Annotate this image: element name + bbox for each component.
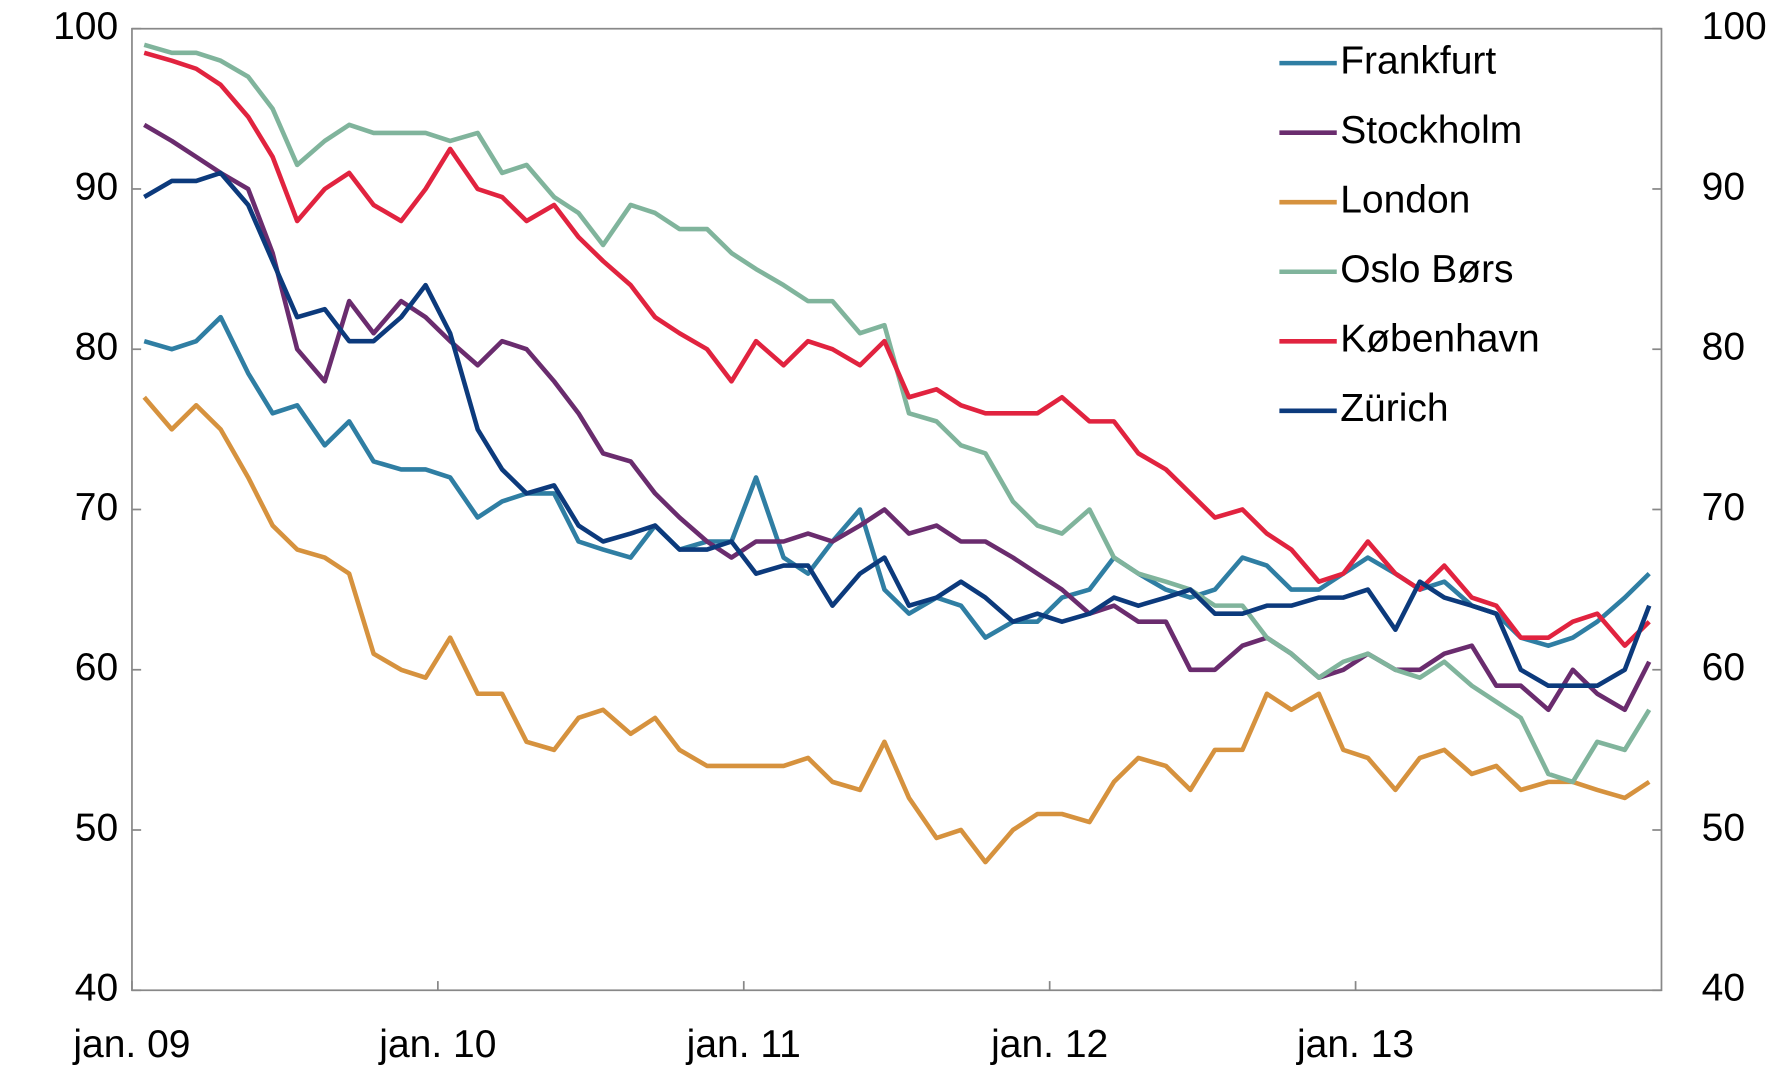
- y2-tick-label: 50: [1702, 806, 1745, 849]
- series-line: [143, 50, 1651, 648]
- series-line: [142, 395, 1651, 865]
- y-tick-label: 60: [75, 646, 118, 689]
- legend-label: Zürich: [1340, 387, 1448, 430]
- y2-tick-label: 70: [1702, 486, 1745, 529]
- plot-frame: [131, 27, 1663, 992]
- x-tick-label: jan. 12: [990, 1023, 1108, 1066]
- y2-tick-label: 60: [1702, 646, 1745, 689]
- y-tick-label: 70: [75, 486, 118, 529]
- series-line: [143, 170, 1652, 689]
- legend-label: København: [1340, 318, 1539, 361]
- y-tick-label: 40: [75, 967, 118, 1010]
- y-tick-label: 90: [75, 165, 118, 208]
- x-tick-label: jan. 11: [686, 1023, 801, 1066]
- y2-tick-label: 80: [1702, 326, 1745, 369]
- y2-tick-label: 100: [1702, 5, 1767, 48]
- legend-label: Oslo Børs: [1340, 248, 1513, 291]
- y2-tick-label: 40: [1702, 967, 1745, 1010]
- legend-label: Stockholm: [1340, 109, 1522, 152]
- x-tick-label: jan. 09: [72, 1023, 190, 1066]
- y2-tick-label: 90: [1702, 165, 1745, 208]
- y-tick-label: 50: [75, 806, 118, 849]
- legend-label: London: [1340, 179, 1470, 222]
- x-tick-label: jan. 10: [378, 1023, 496, 1066]
- x-tick-label: jan. 13: [1296, 1023, 1414, 1066]
- legend-label: Frankfurt: [1340, 39, 1496, 82]
- y-tick-label: 80: [75, 326, 118, 369]
- y-tick-label: 100: [53, 5, 118, 48]
